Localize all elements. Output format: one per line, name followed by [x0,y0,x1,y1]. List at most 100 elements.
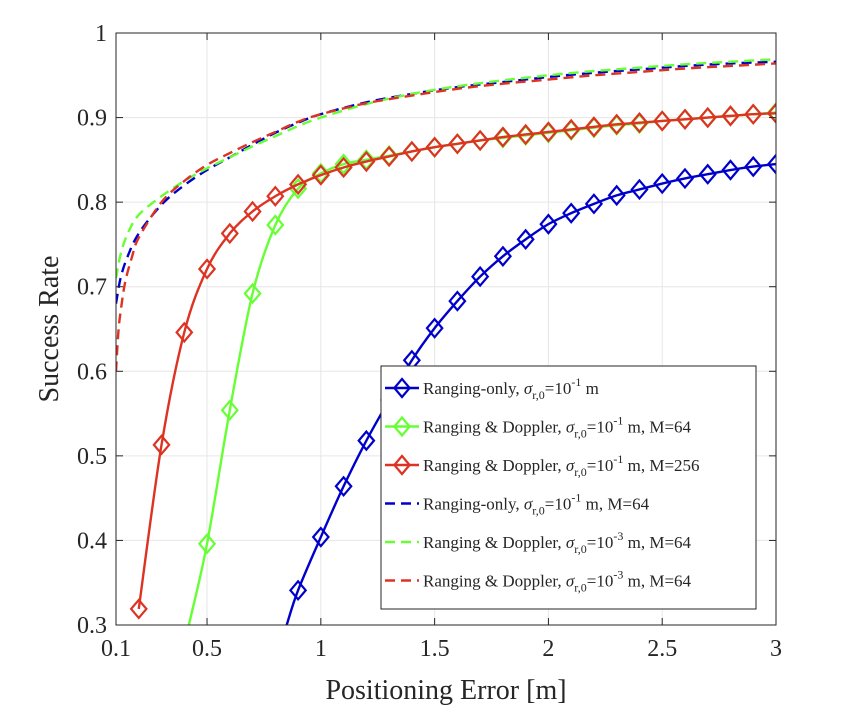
legend-label: Ranging & Doppler, σr,0=10-1 m, M=256 [423,452,700,479]
legend-item: Ranging & Doppler, σr,0=10-3 m, M=64 [385,529,692,556]
x-tick-label: 1.5 [420,636,450,662]
series-3 [129,102,776,620]
x-tick-label: 3 [770,636,782,662]
y-tick-label: 0.3 [77,613,107,639]
data-point [698,163,717,185]
data-point [721,105,740,127]
data-point [175,321,194,344]
data-point [766,102,776,125]
y-tick-label: 1 [95,21,107,47]
series-layer [116,58,776,625]
series-line [137,112,776,610]
plot-frame [115,32,777,626]
series-line [116,58,776,279]
data-point [653,172,672,195]
data-point [744,103,763,125]
data-point [311,164,330,186]
data-point [220,399,239,421]
data-point [584,116,604,138]
data-point [516,123,535,146]
data-point [471,129,490,152]
legend-item: Ranging-only, σr,0=10-1 m [385,375,599,402]
x-tick-label: 1 [315,636,327,662]
data-point [539,213,558,235]
x-tick-label: 2.5 [647,636,677,662]
data-point [653,110,672,132]
data-point [493,126,512,148]
data-point [493,245,512,267]
data-point [357,150,376,173]
data-point [539,121,558,143]
data-point [562,118,581,141]
y-tick-label: 0.4 [77,528,107,554]
legend-item: Ranging & Doppler, σr,0=10-1 m, M=64 [385,414,692,441]
legend-marker [392,377,412,399]
x-tick-label: 2 [542,636,554,662]
data-point [698,106,717,129]
data-point [607,184,626,207]
legend: Ranging-only, σr,0=10-1 m Ranging & Doppl… [380,365,757,610]
legend-label: Ranging-only, σr,0=10-1 m, M=64 [423,491,650,518]
data-point [311,526,330,548]
data-point [266,214,285,236]
series-1 [285,153,776,625]
data-point [630,111,649,134]
data-point [334,475,353,498]
data-point [721,159,740,181]
legend-item: Ranging-only, σr,0=10-1 m, M=64 [385,491,650,518]
data-point [448,290,467,312]
data-point [334,153,353,175]
legend-item: Ranging & Doppler, σr,0=10-1 m, M=256 [385,452,700,479]
data-point [243,282,262,305]
x-tick-label: 0.1 [101,636,131,662]
data-point [675,108,695,130]
legend-label: Ranging & Doppler, σr,0=10-1 m, M=64 [423,414,692,441]
ticks: 0.1 0.5 1 1.5 2 2.5 3 0.3 0.4 0.5 0.6 0.7 0.8 0.9 1 [77,21,782,662]
data-point [425,317,444,339]
legend-marker [392,415,412,438]
y-tick-label: 0.8 [77,190,107,216]
data-point [744,155,763,178]
series-4 [116,60,776,304]
data-point [675,167,695,190]
legend-label: Ranging & Doppler, σr,0=10-3 m, M=64 [423,568,692,595]
y-tick-label: 0.5 [77,444,107,470]
data-point [448,133,467,155]
data-point [197,533,217,555]
x-tick-label: 0.5 [192,636,222,662]
y-axis-label: Success Rate [34,256,65,403]
data-point [516,228,535,251]
data-point [288,579,308,602]
data-point [425,136,444,158]
data-point [334,156,353,179]
legend-item: Ranging & Doppler, σr,0=10-3 m, M=64 [385,568,692,595]
data-point [288,173,308,196]
y-tick-label: 0.7 [77,275,107,301]
y-tick-label: 0.6 [77,359,107,385]
data-point [471,265,490,288]
data-point [766,153,776,175]
data-point [357,429,376,452]
data-point [129,598,148,620]
series-line [116,60,776,304]
y-tick-label: 0.9 [77,106,107,132]
data-point [266,185,285,207]
data-point [380,145,399,168]
data-point [197,258,217,280]
series-line [116,62,776,372]
data-point [607,113,626,136]
series-6 [116,62,776,372]
data-point [562,202,581,224]
legend-label: Ranging & Doppler, σr,0=10-3 m, M=64 [423,529,692,556]
series-5 [116,58,776,279]
legend-marker [392,454,412,476]
data-point [152,434,171,456]
data-point [630,178,649,201]
legend-label: Ranging-only, σr,0=10-1 m [423,375,599,402]
data-point [402,140,421,163]
x-axis-label: Positioning Error [m] [325,675,566,706]
data-point [243,200,262,223]
legend-box [380,365,757,610]
data-point [584,193,604,215]
